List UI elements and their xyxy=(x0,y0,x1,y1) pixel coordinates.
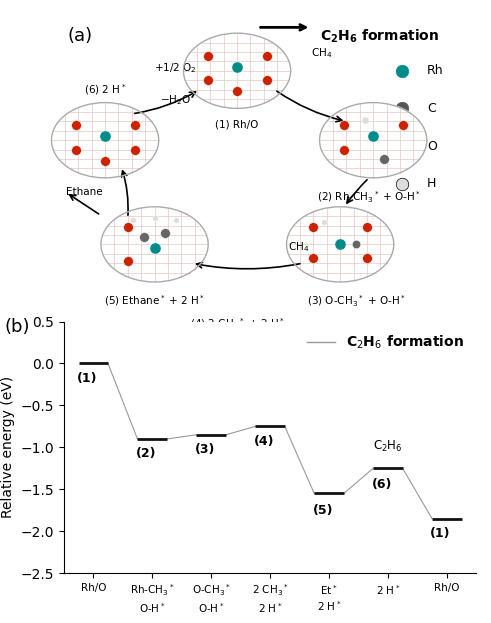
Text: CH$_4$: CH$_4$ xyxy=(311,47,332,60)
Text: (b): (b) xyxy=(5,318,30,336)
Text: Ethane: Ethane xyxy=(66,188,103,197)
Text: (6) 2 H$^*$: (6) 2 H$^*$ xyxy=(84,82,126,97)
Text: C$_2$H$_6$: C$_2$H$_6$ xyxy=(373,439,403,454)
Text: $-$H$_2$O: $-$H$_2$O xyxy=(160,93,191,107)
Y-axis label: Relative energy (eV): Relative energy (eV) xyxy=(1,376,15,518)
Text: (1) Rh/O: (1) Rh/O xyxy=(216,120,259,130)
Text: (5): (5) xyxy=(312,503,333,516)
Text: (3) O-CH$_3$$^*$ + O-H$^*$: (3) O-CH$_3$$^*$ + O-H$^*$ xyxy=(307,293,406,309)
Text: C: C xyxy=(427,102,436,115)
Text: (2): (2) xyxy=(136,447,156,460)
Text: O: O xyxy=(427,140,436,153)
Text: (6): (6) xyxy=(371,478,392,492)
Circle shape xyxy=(184,33,291,108)
Text: CH$_4$: CH$_4$ xyxy=(288,240,310,254)
Text: (4): (4) xyxy=(253,435,274,448)
Legend: C$_2$H$_6$ formation: C$_2$H$_6$ formation xyxy=(301,328,469,357)
Circle shape xyxy=(101,207,208,282)
Text: (3): (3) xyxy=(194,443,215,456)
Text: (2) Rh-CH$_3$$^*$ + O-H$^*$: (2) Rh-CH$_3$$^*$ + O-H$^*$ xyxy=(317,189,421,205)
Text: H: H xyxy=(427,177,436,190)
Circle shape xyxy=(320,103,427,178)
Text: (5) Ethane$^*$ + 2 H$^*$: (5) Ethane$^*$ + 2 H$^*$ xyxy=(104,293,205,308)
Text: (1): (1) xyxy=(77,372,97,385)
Text: (1): (1) xyxy=(430,527,451,540)
Text: $\mathbf{C_2H_6}$ formation: $\mathbf{C_2H_6}$ formation xyxy=(320,27,438,45)
Text: (a): (a) xyxy=(68,27,93,45)
Circle shape xyxy=(287,207,394,282)
Text: (4) 2 CH$_3$$^*$ + 2 H$^*$: (4) 2 CH$_3$$^*$ + 2 H$^*$ xyxy=(190,316,284,332)
Text: +1/2 O$_2$: +1/2 O$_2$ xyxy=(154,61,196,75)
Circle shape xyxy=(52,103,159,178)
Text: Rh: Rh xyxy=(427,64,443,77)
